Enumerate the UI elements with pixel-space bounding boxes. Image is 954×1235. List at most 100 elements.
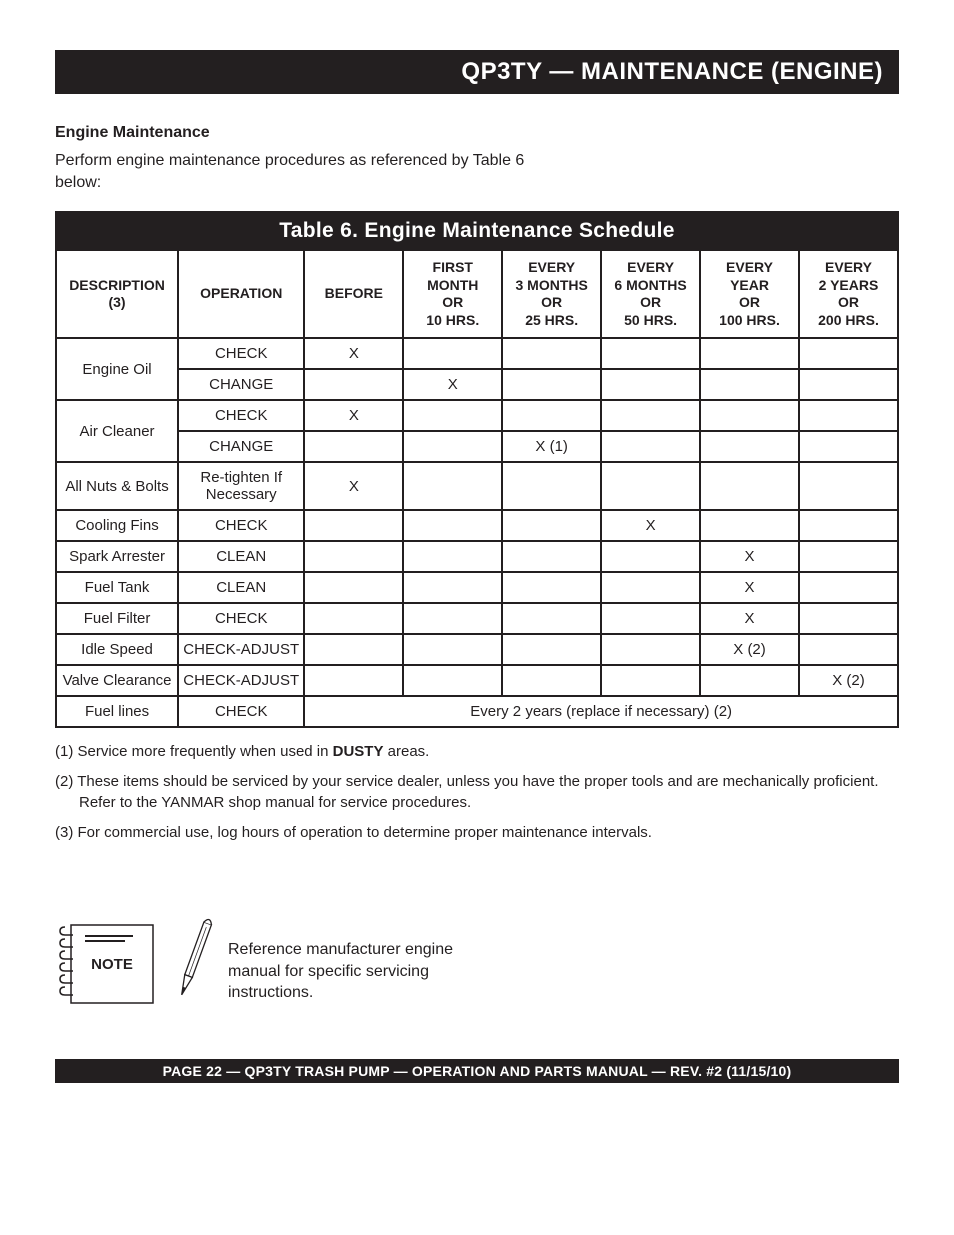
cell-description: Spark Arrester — [56, 541, 178, 572]
footnote: (1) Service more frequently when used in… — [55, 742, 899, 762]
table-title: Table 6. Engine Maintenance Schedule — [56, 212, 898, 250]
cell-interval — [700, 400, 799, 431]
table-row: All Nuts & BoltsRe-tighten If NecessaryX — [56, 462, 898, 510]
table-row: Air CleanerCHECKX — [56, 400, 898, 431]
cell-interval — [700, 431, 799, 462]
table-row: Fuel linesCHECKEvery 2 years (replace if… — [56, 696, 898, 727]
table-body: Engine OilCHECKXCHANGEXAir CleanerCHECKX… — [56, 338, 898, 727]
cell-interval — [601, 338, 700, 369]
table-row: Cooling FinsCHECKX — [56, 510, 898, 541]
notepad-icon: NOTE — [55, 913, 160, 1009]
cell-interval — [799, 541, 898, 572]
cell-description: Fuel Tank — [56, 572, 178, 603]
col-year: EVERYYEAROR100 HRS. — [700, 250, 799, 338]
col-operation: OPERATION — [178, 250, 304, 338]
table-row: Idle SpeedCHECK-ADJUSTX (2) — [56, 634, 898, 665]
cell-interval — [799, 572, 898, 603]
cell-interval — [601, 431, 700, 462]
svg-text:NOTE: NOTE — [91, 956, 133, 973]
footnotes: (1) Service more frequently when used in… — [55, 742, 899, 843]
cell-operation: CHECK — [178, 603, 304, 634]
cell-interval: X — [403, 369, 502, 400]
col-before: BEFORE — [304, 250, 403, 338]
cell-interval: X — [601, 510, 700, 541]
table-row: Engine OilCHECKX — [56, 338, 898, 369]
cell-description: Idle Speed — [56, 634, 178, 665]
col-6-months: EVERY6 MONTHSOR50 HRS. — [601, 250, 700, 338]
cell-operation: CHANGE — [178, 431, 304, 462]
cell-interval — [601, 462, 700, 510]
cell-interval: X (2) — [700, 634, 799, 665]
cell-interval — [799, 603, 898, 634]
cell-interval — [799, 634, 898, 665]
cell-interval — [304, 572, 403, 603]
table-row: Spark ArresterCLEANX — [56, 541, 898, 572]
cell-interval — [799, 400, 898, 431]
cell-interval — [304, 603, 403, 634]
footnote: (3) For commercial use, log hours of ope… — [55, 823, 899, 843]
cell-interval — [502, 634, 601, 665]
table-row: CHANGEX (1) — [56, 431, 898, 462]
cell-interval — [403, 338, 502, 369]
cell-description: Air Cleaner — [56, 400, 178, 462]
cell-interval — [601, 541, 700, 572]
cell-interval — [502, 603, 601, 634]
cell-interval: X — [700, 572, 799, 603]
maintenance-schedule-table: Table 6. Engine Maintenance Schedule DES… — [55, 211, 899, 728]
cell-interval — [403, 400, 502, 431]
table-title-row: Table 6. Engine Maintenance Schedule — [56, 212, 898, 250]
cell-interval — [700, 369, 799, 400]
cell-interval — [304, 541, 403, 572]
cell-interval — [700, 510, 799, 541]
table-row: Fuel TankCLEANX — [56, 572, 898, 603]
cell-interval — [403, 603, 502, 634]
cell-description: Engine Oil — [56, 338, 178, 400]
cell-interval — [403, 665, 502, 696]
cell-interval — [502, 541, 601, 572]
cell-interval — [700, 338, 799, 369]
cell-interval — [403, 431, 502, 462]
col-3-months: EVERY3 MONTHSOR25 HRS. — [502, 250, 601, 338]
cell-interval — [403, 634, 502, 665]
cell-interval — [304, 431, 403, 462]
cell-interval: X — [304, 400, 403, 431]
cell-interval — [601, 665, 700, 696]
cell-interval — [502, 369, 601, 400]
note-block: NOTE Reference manufacturer engine manua… — [55, 913, 899, 1009]
cell-interval — [601, 603, 700, 634]
cell-interval — [403, 572, 502, 603]
cell-interval: X — [304, 338, 403, 369]
col-description: DESCRIPTION (3) — [56, 250, 178, 338]
cell-description: Fuel lines — [56, 696, 178, 727]
cell-operation: Re-tighten If Necessary — [178, 462, 304, 510]
cell-operation: CHECK — [178, 400, 304, 431]
cell-interval — [799, 431, 898, 462]
cell-interval: X (2) — [799, 665, 898, 696]
page: QP3TY — MAINTENANCE (ENGINE) Engine Main… — [0, 0, 954, 1103]
cell-operation: CLEAN — [178, 541, 304, 572]
cell-operation: CHECK — [178, 696, 304, 727]
cell-interval — [700, 462, 799, 510]
cell-interval — [799, 338, 898, 369]
cell-description: Valve Clearance — [56, 665, 178, 696]
cell-interval — [601, 369, 700, 400]
cell-interval — [304, 665, 403, 696]
cell-merged: Every 2 years (replace if necessary) (2) — [304, 696, 898, 727]
cell-interval: X — [304, 462, 403, 510]
cell-operation: CHECK — [178, 338, 304, 369]
page-footer-bar: PAGE 22 — QP3TY TRASH PUMP — OPERATION A… — [55, 1059, 899, 1083]
pencil-icon — [170, 913, 218, 1009]
cell-interval — [502, 338, 601, 369]
cell-description: All Nuts & Bolts — [56, 462, 178, 510]
cell-interval — [403, 462, 502, 510]
cell-interval — [502, 572, 601, 603]
page-header-bar: QP3TY — MAINTENANCE (ENGINE) — [55, 50, 899, 94]
cell-interval — [799, 462, 898, 510]
col-2-years: EVERY2 YEARSOR200 HRS. — [799, 250, 898, 338]
section-heading: Engine Maintenance — [55, 124, 899, 142]
table-header-row: DESCRIPTION (3) OPERATION BEFORE FIRSTMO… — [56, 250, 898, 338]
cell-interval — [700, 665, 799, 696]
cell-interval — [502, 510, 601, 541]
cell-interval — [304, 634, 403, 665]
note-text: Reference manufacturer engine manual for… — [228, 913, 478, 1004]
